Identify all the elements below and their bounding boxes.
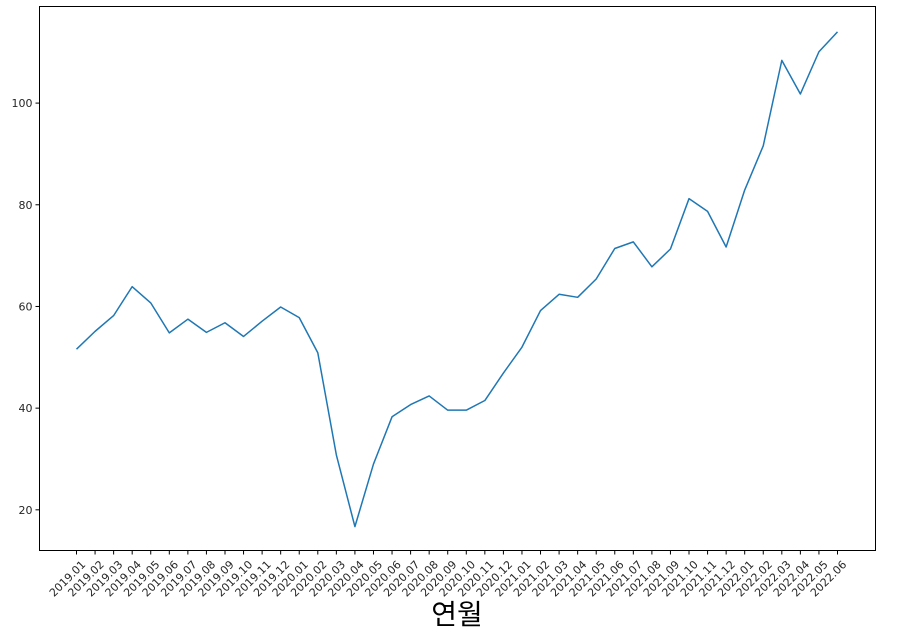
x-axis: 2019.012019.022019.032019.042019.052019.…: [47, 550, 849, 599]
series-line: [75, 31, 839, 528]
y-tick-label: 100: [12, 97, 33, 110]
y-axis: 20 40 60 80 100: [12, 97, 40, 517]
plot-frame: [39, 6, 876, 551]
y-tick-label: 20: [19, 504, 33, 517]
y-tick-label: 40: [19, 402, 33, 415]
x-axis-title: 연월: [431, 598, 483, 631]
y-tick-label: 60: [19, 300, 33, 313]
y-tick-label: 80: [19, 199, 33, 212]
